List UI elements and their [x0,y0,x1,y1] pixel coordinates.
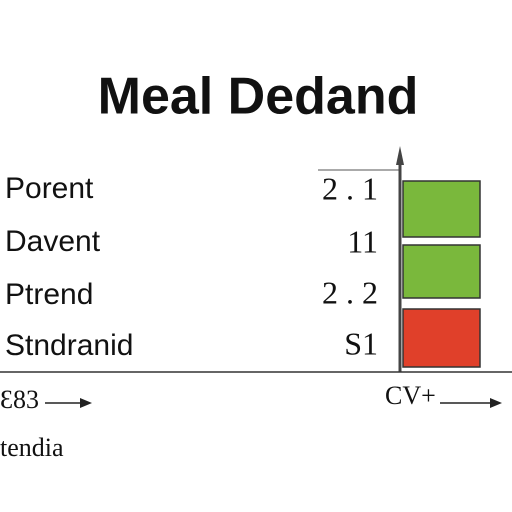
red-box [402,308,481,368]
arrow-head [490,398,502,408]
caption: tendia [0,433,64,462]
axis-tip [396,146,404,165]
row-value: 11 [347,223,378,259]
row-label: Davent [5,225,101,258]
green-box [402,180,481,238]
row-label: Stndranid [5,329,133,362]
footer-right: CV+ [385,381,436,410]
title: Meal Dedand [98,68,419,126]
row-label: Ptrend [5,278,93,311]
arrow-head [80,398,92,408]
row-label: Porent [5,172,94,205]
row-value: 2 . 1 [322,170,378,206]
row-value: 2 . 2 [322,274,378,310]
footer-left: Ɛ83 [0,385,39,414]
green-box [402,244,481,299]
row-value: S1 [344,325,378,361]
